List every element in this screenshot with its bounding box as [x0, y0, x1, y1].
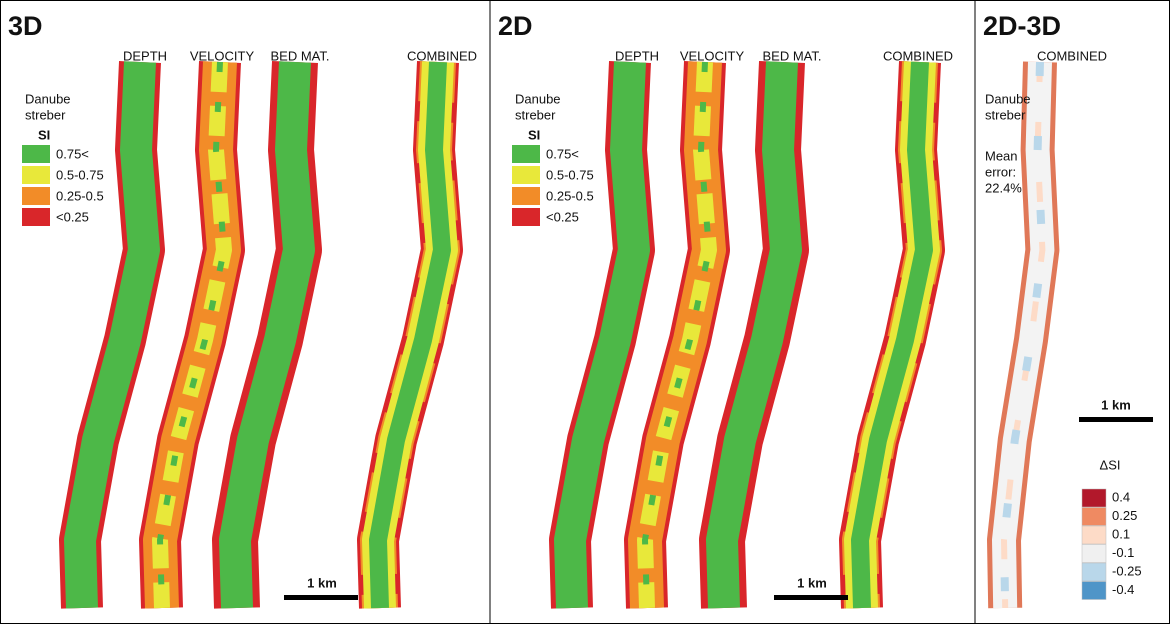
legend-label: -0.1 [1112, 545, 1134, 560]
panel-title: 2D-3D [983, 11, 1061, 41]
scale-label: 1 km [307, 575, 337, 590]
column-header: BED MAT. [271, 48, 330, 63]
legend-swatch [22, 187, 50, 205]
legend-label: 0.75< [56, 146, 89, 161]
legend-swatch [512, 166, 540, 184]
scale-bar [284, 595, 358, 600]
panel-title: 2D [498, 11, 533, 41]
legend-swatch [1082, 545, 1106, 563]
site-label: streber [515, 107, 556, 122]
legend-label: <0.25 [546, 209, 579, 224]
column-header: COMBINED [1037, 48, 1107, 63]
legend-label: 0.25 [1112, 508, 1137, 523]
legend-swatch [1082, 582, 1106, 600]
legend-label: <0.25 [56, 209, 89, 224]
legend-title: SI [528, 127, 540, 142]
legend-label: 0.5-0.75 [546, 167, 594, 182]
legend-label: 0.5-0.75 [56, 167, 104, 182]
legend-swatch [1082, 489, 1106, 507]
column-header: BED MAT. [763, 48, 822, 63]
site-label: streber [25, 107, 66, 122]
column-header: DEPTH [615, 48, 659, 63]
legend-label: -0.4 [1112, 582, 1134, 597]
legend-swatch [512, 208, 540, 226]
site-label: Danube [25, 91, 71, 106]
site-label: Danube [985, 91, 1031, 106]
column-header: COMBINED [883, 48, 953, 63]
note: error: [985, 164, 1016, 179]
scale-label: 1 km [797, 575, 827, 590]
figure: 3DDEPTHVELOCITYBED MAT.COMBINEDDanubestr… [0, 0, 1170, 624]
legend-label: -0.25 [1112, 563, 1142, 578]
legend-swatch [22, 145, 50, 163]
scale-bar [774, 595, 848, 600]
legend-swatch [1082, 508, 1106, 526]
column-header: DEPTH [123, 48, 167, 63]
legend-label: 0.25-0.5 [546, 188, 594, 203]
legend-title: ΔSI [1100, 457, 1121, 472]
legend-swatch [22, 166, 50, 184]
note: Mean [985, 148, 1018, 163]
legend-label: 0.75< [546, 146, 579, 161]
column-header: VELOCITY [680, 48, 745, 63]
legend-swatch [1082, 563, 1106, 581]
legend-swatch [512, 187, 540, 205]
legend-label: 0.25-0.5 [56, 188, 104, 203]
scale-label: 1 km [1101, 397, 1131, 412]
legend-swatch [512, 145, 540, 163]
scale-bar [1079, 417, 1153, 422]
legend-label: 0.4 [1112, 489, 1130, 504]
legend-swatch [22, 208, 50, 226]
legend-title: SI [38, 127, 50, 142]
note: 22.4% [985, 180, 1022, 195]
site-label: streber [985, 107, 1026, 122]
panel-title: 3D [8, 11, 43, 41]
site-label: Danube [515, 91, 561, 106]
legend-swatch [1082, 526, 1106, 544]
legend-label: 0.1 [1112, 526, 1130, 541]
